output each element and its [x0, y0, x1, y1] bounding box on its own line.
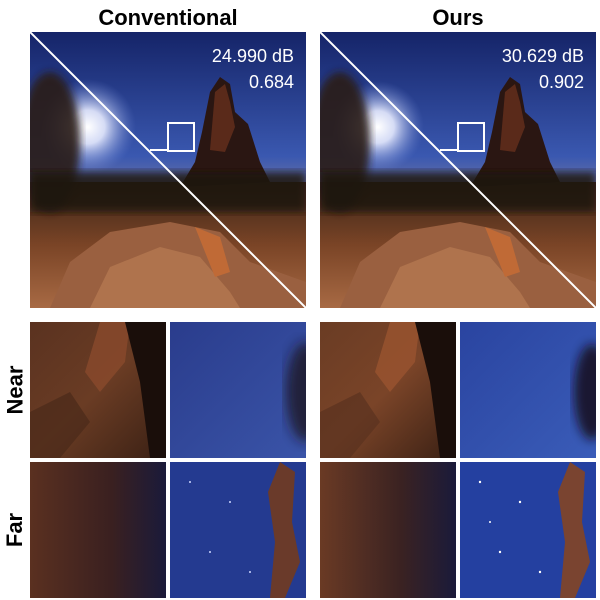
crop-ours-far-blur — [320, 462, 456, 598]
ours-ssim: 0.902 — [538, 72, 584, 92]
conventional-ssim: 0.684 — [248, 72, 294, 92]
crop-conventional-near-sky — [170, 322, 306, 458]
column-title-ours: Ours — [432, 5, 484, 30]
conventional-psnr: 24.990 dB — [211, 46, 294, 66]
ours-main-image: 30.629 dB 0.902 — [320, 32, 596, 308]
conventional-main-image: 24.990 dB 0.684 — [30, 32, 306, 308]
column-title-conventional: Conventional — [98, 5, 238, 30]
crop-ours-far-stars — [460, 462, 596, 598]
row-label-near: Near — [2, 365, 28, 415]
crop-conventional-far-stars — [170, 462, 306, 598]
row-label-far: Far — [2, 512, 27, 548]
ours-psnr: 30.629 dB — [501, 46, 584, 66]
crop-conventional-near-rock — [30, 322, 166, 458]
crop-ours-near-rock — [320, 322, 456, 458]
crop-ours-near-sky — [460, 322, 596, 458]
crop-conventional-far-blur — [30, 462, 166, 598]
